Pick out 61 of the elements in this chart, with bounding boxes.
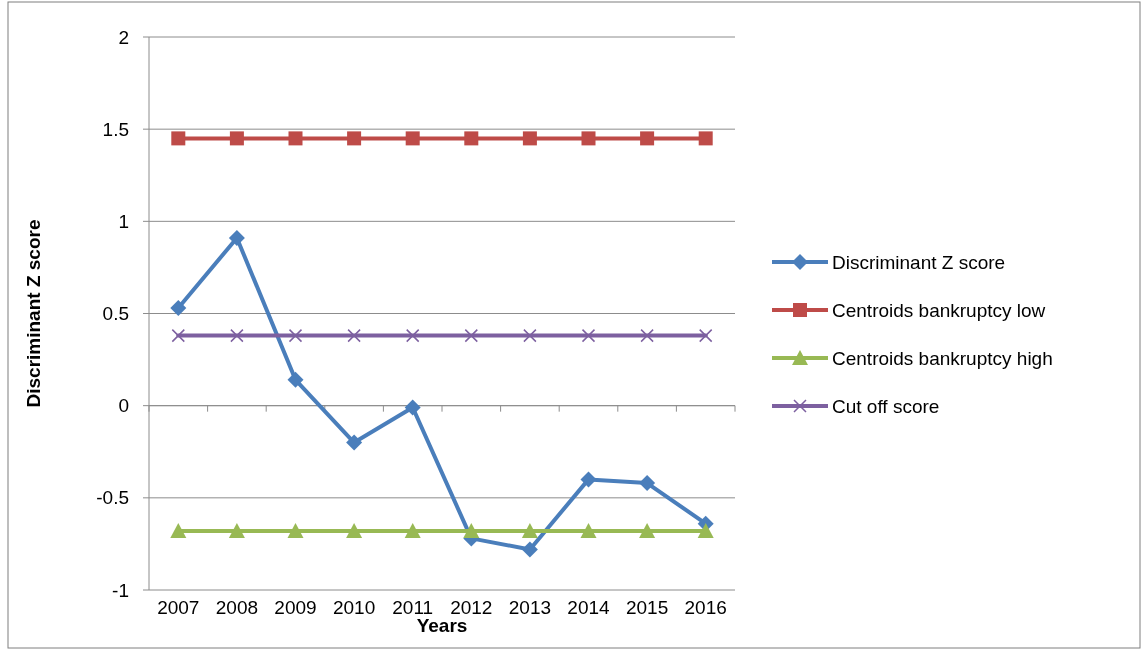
y-tick-label: 2 xyxy=(118,26,129,48)
point xyxy=(228,523,245,539)
point xyxy=(288,131,303,146)
y-tick-label: 0 xyxy=(118,395,129,417)
point xyxy=(171,131,186,146)
point xyxy=(405,328,420,343)
x-tick-label: 2011 xyxy=(392,597,434,618)
legend-label: Centroids bankruptcy low xyxy=(832,299,1046,321)
point xyxy=(171,328,186,343)
x-tick-label: 2007 xyxy=(157,597,200,618)
point xyxy=(288,328,303,343)
point xyxy=(639,475,656,492)
point xyxy=(522,131,537,146)
x-axis-title: Years xyxy=(416,615,468,636)
x-tick-label: 2016 xyxy=(684,597,727,618)
point xyxy=(229,131,244,146)
point xyxy=(698,131,713,146)
point xyxy=(581,131,596,146)
point xyxy=(228,229,245,246)
point xyxy=(404,399,421,416)
x-tick-label: 2009 xyxy=(274,597,317,618)
x-tick-label: 2013 xyxy=(508,597,552,618)
point xyxy=(464,131,479,146)
point xyxy=(287,371,304,388)
point xyxy=(404,523,421,539)
point xyxy=(464,328,479,343)
point xyxy=(346,434,363,451)
point xyxy=(580,471,597,488)
point xyxy=(698,328,713,343)
x-tick-label: 2008 xyxy=(215,597,259,618)
y-tick-label: 1.5 xyxy=(102,118,129,140)
point xyxy=(697,523,714,539)
point xyxy=(287,523,304,539)
x-tick-label: 2012 xyxy=(450,597,493,618)
legend-label: Centroids bankruptcy high xyxy=(832,347,1053,369)
point xyxy=(580,523,597,539)
x-tick-label: 2015 xyxy=(625,597,669,618)
y-tick-label: -1 xyxy=(112,579,129,601)
point xyxy=(523,328,537,343)
point xyxy=(170,523,187,539)
point xyxy=(230,328,244,343)
legend-label: Cut off score xyxy=(832,395,940,417)
point xyxy=(463,523,480,539)
y-tick-label: 1 xyxy=(118,210,129,232)
point xyxy=(521,523,538,539)
point xyxy=(405,131,420,146)
point xyxy=(170,299,187,316)
point xyxy=(640,131,655,146)
point xyxy=(346,523,363,539)
point xyxy=(581,328,596,343)
point xyxy=(347,131,362,146)
point xyxy=(639,523,656,539)
point xyxy=(347,328,361,343)
point xyxy=(521,541,538,558)
y-tick-label: 0.5 xyxy=(102,303,129,325)
x-tick-label: 2014 xyxy=(567,597,611,618)
legend-label: Discriminant Z score xyxy=(832,251,1006,273)
point xyxy=(640,328,654,343)
x-tick-label: 2010 xyxy=(332,597,376,618)
y-axis-title: Discriminant Z score xyxy=(23,219,44,408)
y-tick-label: -0.5 xyxy=(96,487,129,509)
